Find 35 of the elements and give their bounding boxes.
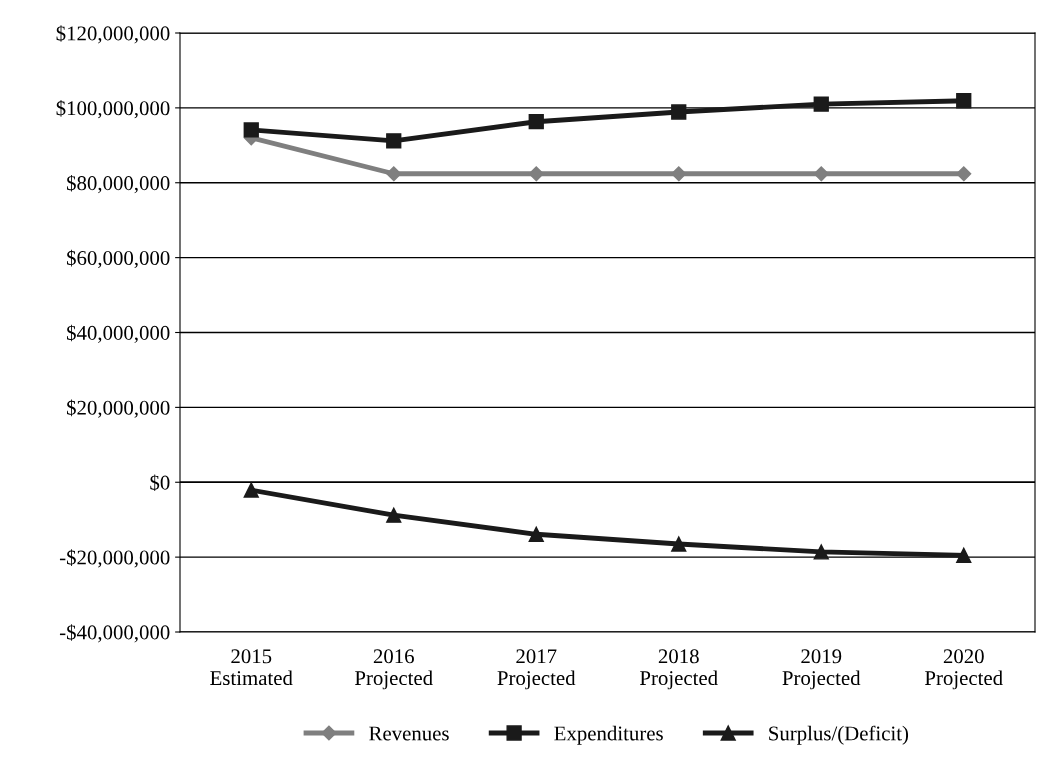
legend-label: Revenues bbox=[369, 726, 449, 741]
point bbox=[813, 96, 829, 112]
y-tick-label: $60,000,000 bbox=[67, 249, 170, 269]
x-tick-label: 2018 Projected bbox=[640, 649, 718, 690]
point bbox=[956, 547, 972, 563]
point bbox=[813, 544, 829, 560]
y-tick-label: $20,000,000 bbox=[67, 399, 170, 418]
y-tick-label: -$20,000,000 bbox=[59, 549, 170, 568]
y-tick-label: $100,000,000 bbox=[56, 100, 170, 119]
point bbox=[813, 166, 829, 182]
y-tick-label: $120,000,000 bbox=[56, 25, 170, 44]
x-tick-label: 2015 Estimated bbox=[210, 649, 293, 686]
point bbox=[243, 122, 259, 138]
legend-label: Surplus/(Deficit) bbox=[769, 725, 909, 745]
point bbox=[528, 114, 544, 130]
legend-label: Expenditures bbox=[554, 725, 663, 745]
point bbox=[671, 104, 687, 120]
y-tick-label: $0 bbox=[150, 474, 170, 492]
point bbox=[243, 482, 259, 498]
point bbox=[386, 507, 402, 523]
point bbox=[956, 166, 972, 182]
point bbox=[386, 133, 402, 149]
y-tick-label: -$40,000,000 bbox=[59, 624, 170, 643]
point bbox=[528, 166, 544, 182]
x-tick-label: 2017 Projected bbox=[497, 649, 576, 690]
point bbox=[671, 166, 687, 182]
point bbox=[386, 166, 402, 182]
point bbox=[956, 93, 972, 109]
point bbox=[528, 526, 544, 542]
y-tick-label: $80,000,000 bbox=[67, 174, 170, 194]
x-tick-label: 2020 Projected bbox=[925, 649, 1003, 690]
x-tick-label: 2019 Projected bbox=[782, 649, 861, 690]
y-tick-label: $40,000,000 bbox=[67, 324, 170, 343]
point bbox=[671, 536, 687, 552]
x-tick-label: 2016 Projected bbox=[355, 649, 433, 690]
